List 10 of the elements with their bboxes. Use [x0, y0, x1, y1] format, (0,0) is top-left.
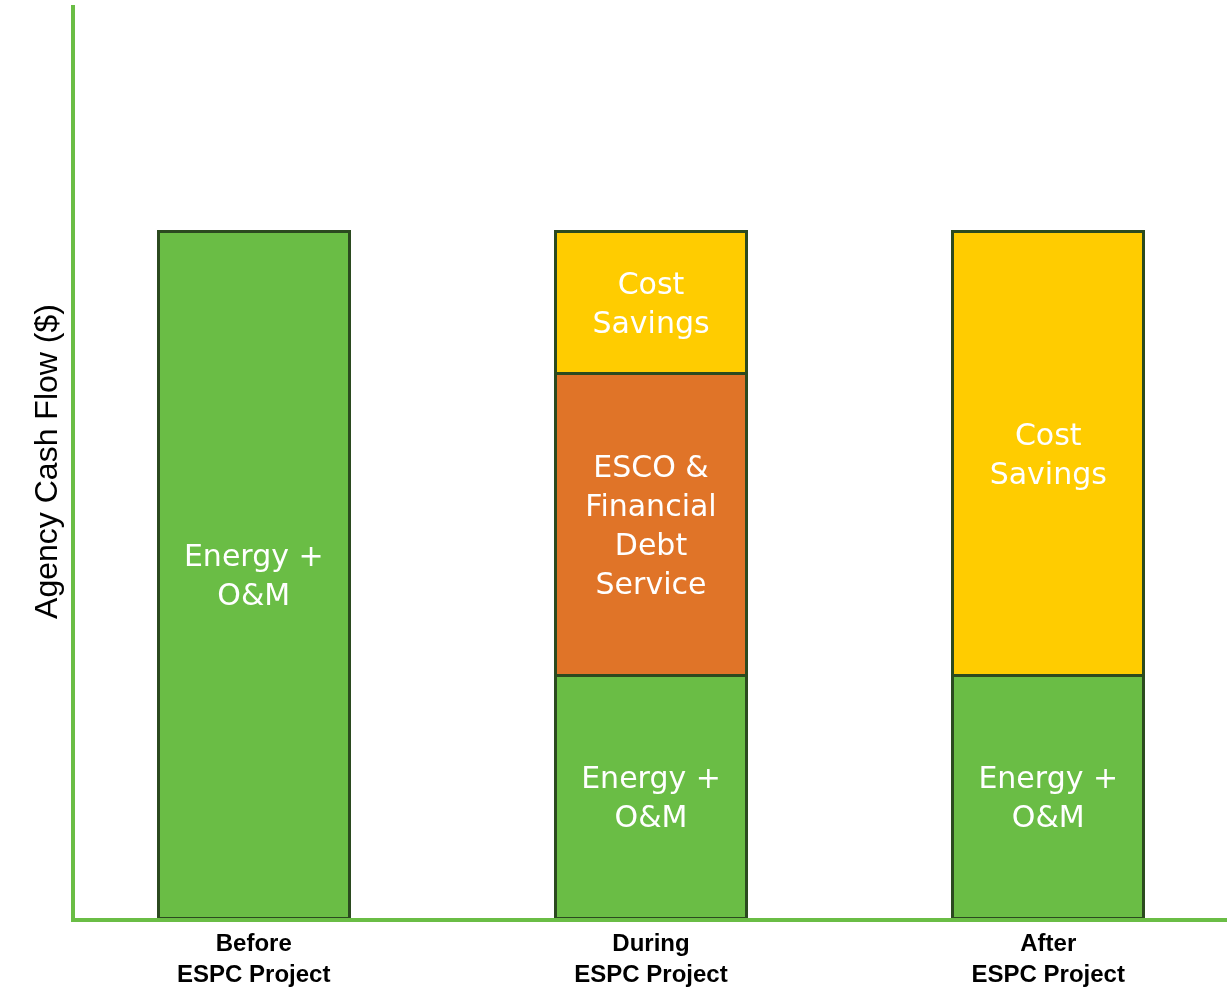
- text: Energy + O&M: [581, 759, 721, 834]
- x-tick-label: During ESPC Project: [574, 928, 728, 987]
- series-label: Energy + O&M: [183, 537, 324, 612]
- text: Energy + O&M: [978, 759, 1119, 834]
- x-tick-label: After ESPC Project: [971, 928, 1125, 987]
- series-label: ESCO & Financial Debt Service: [585, 448, 717, 601]
- y-axis-title: Agency Cash Flow ($): [27, 304, 64, 619]
- x-tick-label: Before ESPC Project: [177, 928, 331, 987]
- series-label: Cost Savings: [592, 265, 710, 340]
- text: Cost Savings: [989, 416, 1107, 491]
